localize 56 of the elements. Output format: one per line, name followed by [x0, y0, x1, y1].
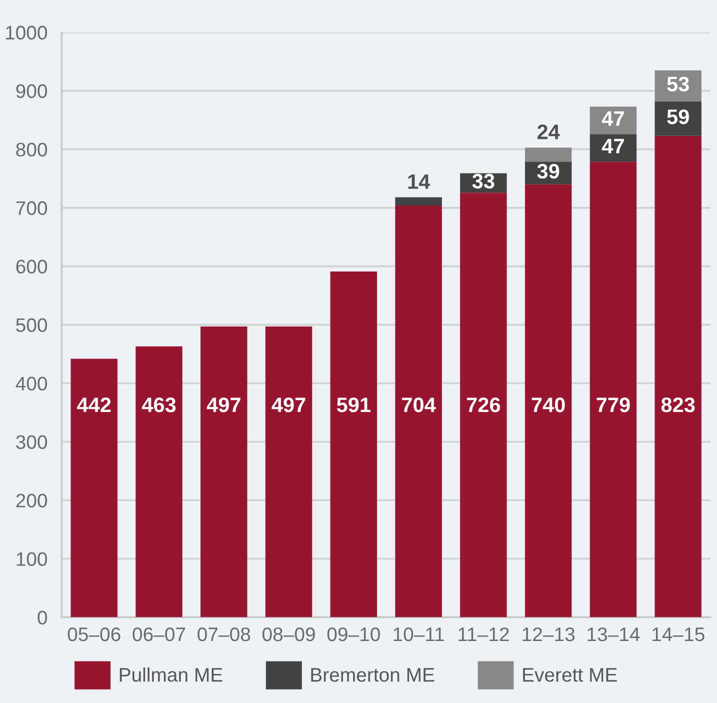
x-tick-label: 05–06	[68, 627, 120, 642]
x-tick-label: 07–08	[198, 627, 250, 642]
x-tick-label: 06–07	[132, 627, 186, 642]
bar	[136, 346, 182, 618]
bar	[590, 162, 637, 618]
y-tick-label: 400	[16, 376, 48, 391]
bar	[654, 101, 702, 136]
legend-label: Pullman ME	[120, 667, 222, 682]
y-tick-label: 700	[16, 201, 48, 216]
legend-label: Everett ME	[523, 668, 617, 682]
y-tick-label: 600	[16, 260, 48, 274]
data-label: 740	[532, 398, 565, 412]
y-tick-label: 500	[16, 318, 48, 332]
y-tick-label: 200	[16, 494, 48, 508]
data-label: 442	[77, 398, 111, 412]
bar	[395, 205, 442, 618]
data-label: 497	[206, 398, 240, 412]
bar	[524, 184, 572, 618]
x-tick-label: 08–09	[262, 627, 315, 642]
x-tick-label: 10–11	[394, 627, 444, 642]
y-tick-label: 0	[38, 610, 48, 624]
data-label: 47	[602, 138, 624, 154]
data-label: 726	[466, 398, 500, 412]
y-tick-label: 1000	[6, 26, 48, 40]
data-label: 463	[142, 398, 176, 412]
bar	[70, 358, 118, 618]
x-tick-label: 09–10	[327, 627, 380, 642]
data-label: 704	[402, 398, 436, 412]
data-label: 47	[602, 111, 624, 126]
bar	[460, 192, 507, 618]
x-tick-label: 12–13	[522, 627, 575, 642]
data-label: 14	[408, 174, 430, 189]
bar	[200, 326, 248, 618]
legend-label: Bremerton ME	[311, 668, 434, 682]
bar	[265, 326, 312, 618]
bar	[524, 148, 572, 162]
data-label: 497	[272, 398, 306, 412]
data-label: 779	[596, 398, 630, 412]
data-label: 591	[336, 398, 370, 412]
data-label: 33	[472, 174, 494, 189]
data-label: 24	[537, 124, 560, 140]
x-tick-label: 11–12	[458, 627, 509, 642]
y-tick-label: 300	[16, 435, 48, 449]
y-tick-label: 900	[16, 84, 48, 98]
data-label: 823	[661, 398, 695, 412]
data-label: 59	[667, 109, 689, 124]
bar	[395, 197, 442, 206]
bar	[330, 272, 378, 618]
x-tick-label: 14–15	[652, 628, 704, 642]
y-tick-label: 100	[16, 552, 48, 566]
bar	[654, 136, 702, 618]
bar	[654, 70, 702, 102]
data-label: 39	[537, 164, 560, 179]
x-tick-label: 13–14	[588, 627, 640, 642]
data-label: 53	[667, 76, 689, 92]
y-tick-label: 800	[16, 142, 48, 157]
